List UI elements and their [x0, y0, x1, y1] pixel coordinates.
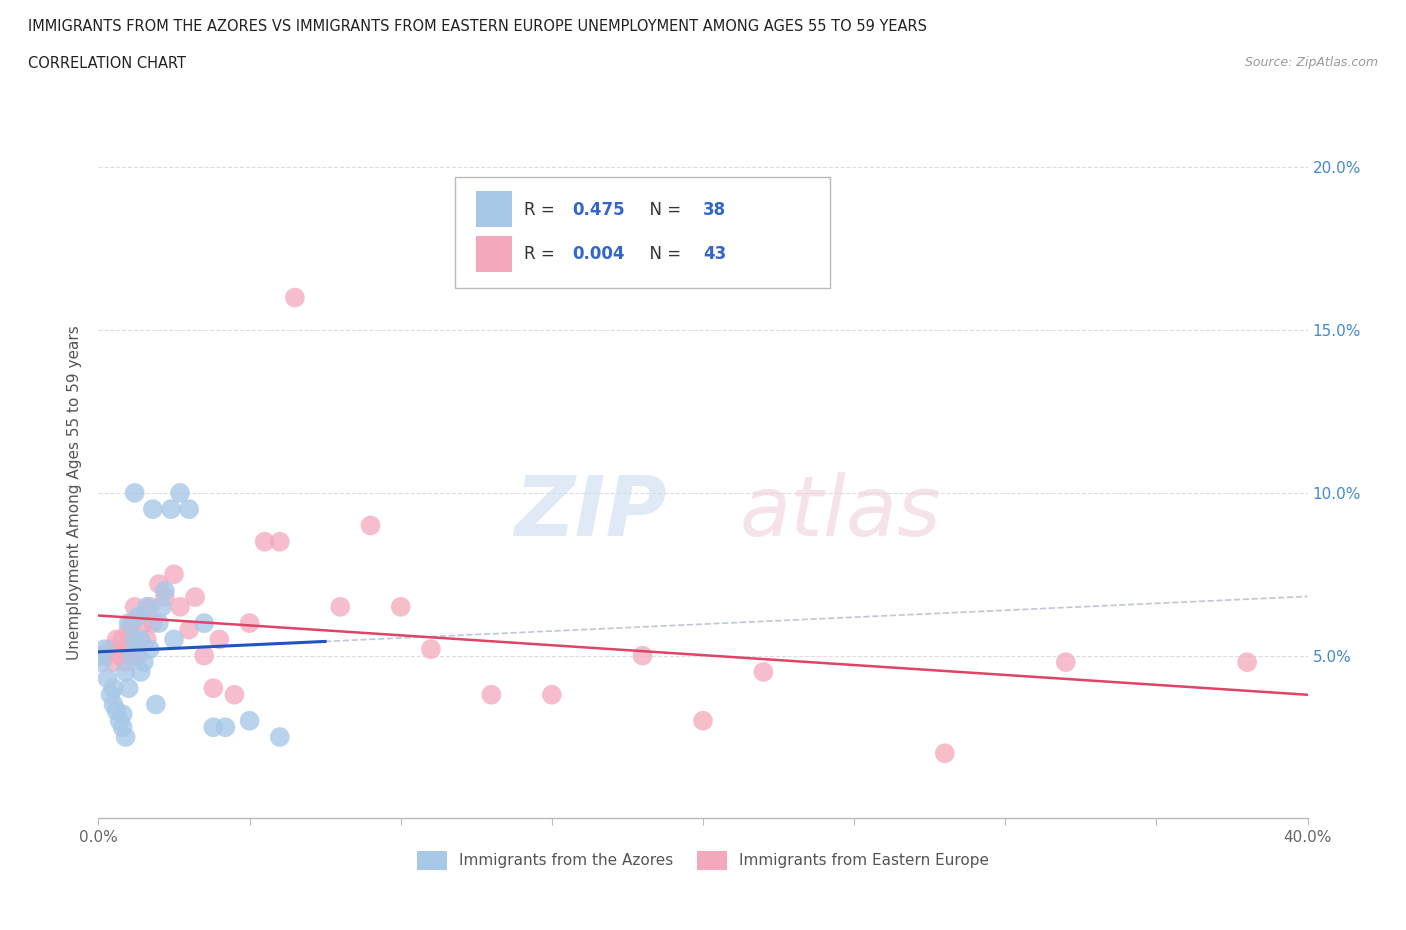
Bar [475, 192, 512, 227]
Point [135, 600, 157, 615]
Point [160, 502, 183, 517]
Point [121, 648, 143, 663]
Point [114, 665, 136, 680]
Point [224, 687, 246, 702]
Point [269, 729, 291, 744]
Point [114, 655, 136, 670]
Point [139, 600, 162, 615]
Point [105, 632, 128, 647]
Point [150, 600, 173, 615]
Point [179, 502, 201, 517]
Text: N =: N = [638, 201, 686, 219]
Point [934, 746, 956, 761]
Point [108, 713, 131, 728]
Point [163, 632, 186, 647]
Point [214, 720, 236, 735]
Point [105, 704, 128, 719]
Point [103, 681, 125, 696]
Point [132, 655, 155, 670]
Text: 0.475: 0.475 [572, 201, 626, 219]
Point [329, 600, 352, 615]
Point [124, 632, 146, 647]
Point [148, 577, 170, 591]
Point [481, 687, 503, 702]
Point [202, 720, 225, 735]
Point [169, 485, 191, 500]
Point [253, 534, 276, 549]
Point [163, 567, 186, 582]
Point [111, 720, 134, 735]
Point [124, 600, 146, 615]
Point [118, 616, 141, 631]
FancyBboxPatch shape [456, 178, 830, 288]
Point [360, 518, 382, 533]
Point [239, 616, 262, 631]
Point [90, 655, 112, 670]
Point [121, 616, 143, 631]
Point [239, 713, 262, 728]
Text: CORRELATION CHART: CORRELATION CHART [28, 56, 186, 71]
Point [103, 655, 125, 670]
Point [142, 616, 165, 631]
Point [540, 687, 562, 702]
Point [420, 642, 443, 657]
Point [142, 502, 165, 517]
Point [193, 616, 215, 631]
Text: 0.004: 0.004 [572, 245, 624, 263]
Point [111, 632, 134, 647]
Point [752, 665, 775, 680]
Point [118, 622, 141, 637]
Bar [475, 236, 512, 272]
Point [124, 485, 146, 500]
Point [108, 648, 131, 663]
Point [153, 590, 176, 604]
Point [193, 648, 215, 663]
Text: ZIP: ZIP [515, 472, 666, 553]
Point [692, 713, 714, 728]
Text: IMMIGRANTS FROM THE AZORES VS IMMIGRANTS FROM EASTERN EUROPE UNEMPLOYMENT AMONG : IMMIGRANTS FROM THE AZORES VS IMMIGRANTS… [28, 19, 927, 33]
Point [208, 632, 231, 647]
Point [631, 648, 654, 663]
Point [169, 600, 191, 615]
Point [129, 665, 152, 680]
Legend: Immigrants from the Azores, Immigrants from Eastern Europe: Immigrants from the Azores, Immigrants f… [411, 845, 995, 876]
Point [389, 600, 412, 615]
Point [132, 616, 155, 631]
Point [93, 642, 115, 657]
Text: Source: ZipAtlas.com: Source: ZipAtlas.com [1244, 56, 1378, 69]
Point [184, 590, 207, 604]
Point [111, 707, 134, 722]
Point [118, 642, 141, 657]
Text: R =: R = [524, 245, 560, 263]
Point [1236, 655, 1258, 670]
Y-axis label: Unemployment Among Ages 55 to 59 years: Unemployment Among Ages 55 to 59 years [67, 326, 83, 660]
Point [129, 632, 152, 647]
Point [179, 622, 201, 637]
Text: atlas: atlas [740, 472, 941, 553]
Point [103, 698, 125, 712]
Text: 38: 38 [703, 201, 725, 219]
Point [127, 609, 149, 624]
Point [100, 642, 122, 657]
Point [127, 648, 149, 663]
Point [153, 583, 176, 598]
Point [145, 698, 167, 712]
Point [93, 648, 115, 663]
Point [1054, 655, 1077, 670]
Point [118, 681, 141, 696]
Point [100, 687, 122, 702]
Point [148, 616, 170, 631]
Point [269, 534, 291, 549]
Point [87, 648, 110, 663]
Point [114, 729, 136, 744]
Text: N =: N = [638, 245, 686, 263]
Point [139, 642, 162, 657]
Point [202, 681, 225, 696]
Point [87, 648, 110, 663]
Point [96, 671, 118, 686]
Text: 43: 43 [703, 245, 727, 263]
Point [135, 632, 157, 647]
Text: R =: R = [524, 201, 560, 219]
Point [284, 290, 307, 305]
